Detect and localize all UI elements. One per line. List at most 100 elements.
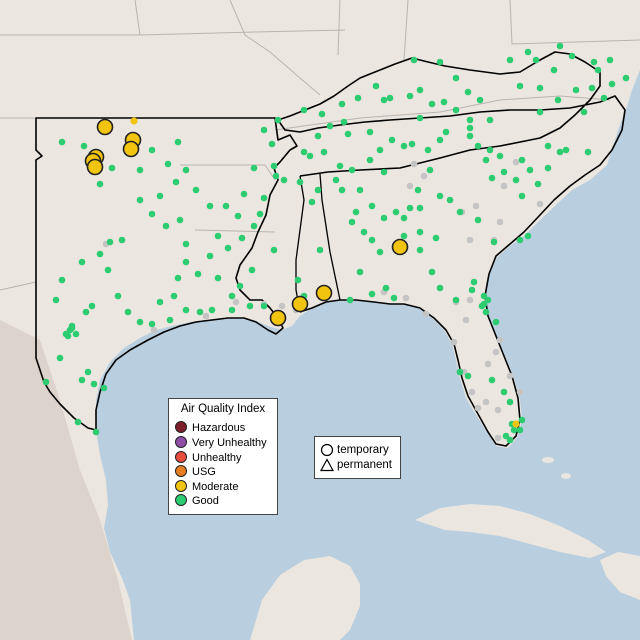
good-monitor-marker[interactable] bbox=[608, 80, 616, 88]
good-monitor-marker[interactable] bbox=[590, 58, 598, 66]
good-monitor-marker[interactable] bbox=[386, 94, 394, 102]
good-monitor-marker[interactable] bbox=[206, 202, 214, 210]
good-monitor-marker[interactable] bbox=[206, 252, 214, 260]
good-monitor-marker[interactable] bbox=[214, 274, 222, 282]
good-monitor-marker[interactable] bbox=[456, 368, 464, 376]
good-monitor-marker[interactable] bbox=[512, 176, 520, 184]
good-monitor-marker[interactable] bbox=[148, 210, 156, 218]
good-monitor-marker[interactable] bbox=[64, 332, 72, 340]
good-monitor-marker[interactable] bbox=[338, 186, 346, 194]
good-monitor-marker[interactable] bbox=[356, 186, 364, 194]
good-monitor-marker[interactable] bbox=[380, 214, 388, 222]
good-monitor-marker[interactable] bbox=[356, 268, 364, 276]
inactive-monitor-marker[interactable] bbox=[450, 338, 458, 346]
good-monitor-marker[interactable] bbox=[250, 222, 258, 230]
good-monitor-marker[interactable] bbox=[270, 162, 278, 170]
good-monitor-marker[interactable] bbox=[506, 56, 514, 64]
good-monitor-marker[interactable] bbox=[464, 88, 472, 96]
good-monitor-marker[interactable] bbox=[96, 180, 104, 188]
good-monitor-marker[interactable] bbox=[182, 306, 190, 314]
good-monitor-marker[interactable] bbox=[346, 296, 354, 304]
inactive-monitor-marker[interactable] bbox=[402, 294, 410, 302]
good-monitor-marker[interactable] bbox=[452, 74, 460, 82]
good-monitor-marker[interactable] bbox=[114, 292, 122, 300]
good-monitor-marker[interactable] bbox=[488, 174, 496, 182]
inactive-monitor-marker[interactable] bbox=[420, 172, 428, 180]
good-monitor-marker[interactable] bbox=[88, 302, 96, 310]
good-monitor-marker[interactable] bbox=[496, 152, 504, 160]
moderate-monitor-marker[interactable] bbox=[269, 309, 287, 327]
inactive-monitor-marker[interactable] bbox=[468, 388, 476, 396]
inactive-monitor-marker[interactable] bbox=[202, 312, 210, 320]
inactive-monitor-marker[interactable] bbox=[406, 182, 414, 190]
good-monitor-marker[interactable] bbox=[516, 426, 524, 434]
good-monitor-marker[interactable] bbox=[320, 148, 328, 156]
good-monitor-marker[interactable] bbox=[340, 118, 348, 126]
inactive-monitor-marker[interactable] bbox=[472, 202, 480, 210]
inactive-monitor-marker[interactable] bbox=[496, 336, 504, 344]
good-monitor-marker[interactable] bbox=[554, 96, 562, 104]
good-monitor-marker[interactable] bbox=[588, 84, 596, 92]
good-monitor-marker[interactable] bbox=[544, 142, 552, 150]
good-monitor-marker[interactable] bbox=[584, 148, 592, 156]
inactive-monitor-marker[interactable] bbox=[410, 160, 418, 168]
good-monitor-marker[interactable] bbox=[318, 110, 326, 118]
good-monitor-marker[interactable] bbox=[580, 108, 588, 116]
good-monitor-marker[interactable] bbox=[72, 330, 80, 338]
good-monitor-marker[interactable] bbox=[416, 114, 424, 122]
good-monitor-marker[interactable] bbox=[92, 428, 100, 436]
moderate-monitor-marker[interactable] bbox=[122, 140, 140, 158]
inactive-monitor-marker[interactable] bbox=[482, 398, 490, 406]
good-monitor-marker[interactable] bbox=[452, 106, 460, 114]
good-monitor-marker[interactable] bbox=[406, 204, 414, 212]
good-monitor-marker[interactable] bbox=[388, 136, 396, 144]
good-monitor-marker[interactable] bbox=[392, 208, 400, 216]
good-monitor-marker[interactable] bbox=[338, 100, 346, 108]
good-monitor-marker[interactable] bbox=[524, 232, 532, 240]
good-monitor-marker[interactable] bbox=[84, 368, 92, 376]
good-monitor-marker[interactable] bbox=[354, 94, 362, 102]
good-monitor-marker[interactable] bbox=[368, 202, 376, 210]
good-monitor-marker[interactable] bbox=[106, 238, 114, 246]
good-monitor-marker[interactable] bbox=[482, 156, 490, 164]
good-monitor-marker[interactable] bbox=[556, 148, 564, 156]
moderate-monitor-marker[interactable] bbox=[291, 295, 309, 313]
good-monitor-marker[interactable] bbox=[416, 204, 424, 212]
inactive-monitor-marker[interactable] bbox=[512, 158, 520, 166]
good-monitor-marker[interactable] bbox=[194, 270, 202, 278]
good-monitor-marker[interactable] bbox=[348, 218, 356, 226]
good-monitor-marker[interactable] bbox=[406, 92, 414, 100]
good-monitor-marker[interactable] bbox=[174, 274, 182, 282]
good-monitor-marker[interactable] bbox=[442, 128, 450, 136]
good-monitor-marker[interactable] bbox=[162, 222, 170, 230]
good-monitor-marker[interactable] bbox=[400, 214, 408, 222]
good-monitor-marker[interactable] bbox=[436, 284, 444, 292]
good-monitor-marker[interactable] bbox=[622, 74, 630, 82]
inactive-monitor-marker[interactable] bbox=[422, 310, 430, 318]
good-monitor-marker[interactable] bbox=[478, 302, 486, 310]
good-monitor-marker[interactable] bbox=[208, 306, 216, 314]
good-monitor-marker[interactable] bbox=[400, 142, 408, 150]
good-monitor-marker[interactable] bbox=[506, 436, 514, 444]
inactive-monitor-marker[interactable] bbox=[462, 316, 470, 324]
good-monitor-marker[interactable] bbox=[234, 212, 242, 220]
good-monitor-marker[interactable] bbox=[376, 248, 384, 256]
good-monitor-marker[interactable] bbox=[500, 388, 508, 396]
good-monitor-marker[interactable] bbox=[90, 380, 98, 388]
good-monitor-marker[interactable] bbox=[488, 376, 496, 384]
good-monitor-marker[interactable] bbox=[536, 84, 544, 92]
good-monitor-marker[interactable] bbox=[490, 238, 498, 246]
inactive-monitor-marker[interactable] bbox=[500, 182, 508, 190]
good-monitor-marker[interactable] bbox=[428, 100, 436, 108]
good-monitor-marker[interactable] bbox=[464, 372, 472, 380]
good-monitor-marker[interactable] bbox=[416, 86, 424, 94]
inactive-monitor-marker[interactable] bbox=[494, 406, 502, 414]
good-monitor-marker[interactable] bbox=[176, 216, 184, 224]
good-monitor-marker[interactable] bbox=[222, 202, 230, 210]
good-monitor-marker[interactable] bbox=[408, 140, 416, 148]
good-monitor-marker[interactable] bbox=[344, 130, 352, 138]
good-monitor-marker[interactable] bbox=[556, 42, 564, 50]
moderate-monitor-marker[interactable] bbox=[512, 420, 520, 428]
inactive-monitor-marker[interactable] bbox=[466, 236, 474, 244]
